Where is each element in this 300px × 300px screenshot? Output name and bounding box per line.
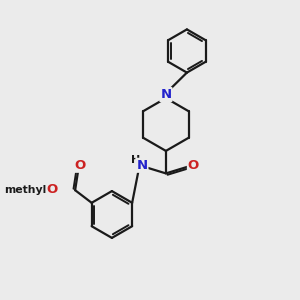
Text: O: O bbox=[74, 159, 85, 172]
Text: H: H bbox=[131, 155, 140, 165]
Text: N: N bbox=[160, 88, 172, 101]
Text: O: O bbox=[188, 159, 199, 172]
Text: O: O bbox=[46, 183, 58, 196]
Text: N: N bbox=[136, 159, 148, 172]
Text: methyl: methyl bbox=[4, 184, 46, 195]
